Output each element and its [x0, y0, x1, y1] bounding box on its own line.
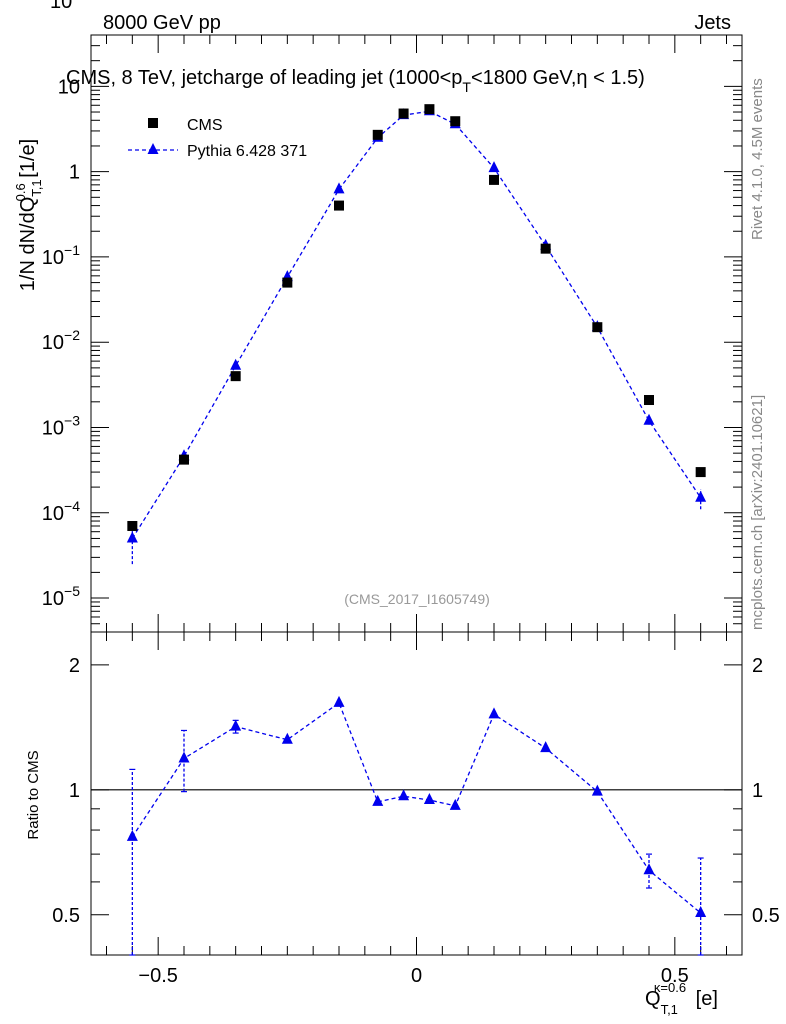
ratio-point	[178, 751, 190, 763]
legend-label-cms: CMS	[187, 117, 223, 134]
ratio-point	[372, 794, 384, 806]
cms-point	[372, 129, 383, 140]
pythia-line	[131, 110, 702, 539]
ratio-point	[488, 707, 500, 719]
ratio-point	[540, 741, 552, 753]
y-tick-label-ratio: 1	[69, 780, 80, 802]
cms-point	[592, 322, 603, 333]
x-tick-label: −0.5	[138, 965, 177, 987]
ratio-point	[423, 793, 435, 805]
y-tick-label-main: 102	[50, 0, 80, 13]
legend-marker-cms	[148, 118, 158, 128]
main-series	[126, 104, 707, 565]
cms-point	[334, 200, 344, 211]
ratio-series	[126, 695, 707, 956]
ratio-point	[333, 695, 345, 707]
x-tick-label: 0	[411, 965, 422, 987]
ratio-point	[695, 905, 707, 917]
y-axis-label-main: 1/N dN/dQT,10.6 [1/e]	[13, 139, 44, 291]
cms-point	[644, 395, 654, 406]
legend: CMS Pythia 6.428 371	[128, 117, 307, 160]
cms-point	[179, 454, 189, 465]
ratio-point	[591, 784, 603, 796]
y-tick-label-ratio-right: 1	[752, 780, 763, 802]
y-tick-label-ratio: 0.5	[52, 905, 80, 927]
pythia-point	[695, 490, 707, 502]
y-tick-label-main: 10−3	[42, 412, 80, 439]
y-tick-label-main: 10−4	[42, 498, 80, 525]
mcplots-label: mcplots.cern.ch [arXiv:2401.10621]	[749, 395, 766, 630]
legend-label-pythia: Pythia 6.428 371	[187, 143, 307, 160]
pythia-point	[333, 182, 345, 194]
ratio-point	[126, 829, 138, 841]
ratio-point	[398, 789, 410, 801]
cms-point	[127, 520, 138, 531]
cms-point	[230, 371, 241, 382]
x-tick-label: 0.5	[661, 965, 689, 987]
ratio-axes: −0.5 0 0.5 0.5 0.5 1 1 2 2	[52, 632, 780, 987]
header-left: 8000 GeV pp	[103, 12, 221, 34]
pythia-point	[126, 531, 138, 543]
x-axis-label: QT,1κ=0.6 [e]	[645, 980, 718, 1017]
ratio-point	[449, 798, 461, 810]
ratio-line	[131, 701, 702, 914]
cms-point	[540, 243, 551, 254]
y-tick-label-ratio: 2	[69, 655, 80, 677]
pythia-point	[230, 358, 242, 370]
y-tick-label-ratio-right: 2	[752, 655, 763, 677]
cms-point	[398, 108, 409, 119]
ratio-point	[230, 719, 242, 731]
y-tick-label-main: 10−2	[42, 327, 80, 354]
ratio-panel-frame	[90, 631, 743, 956]
header-right: Jets	[694, 12, 731, 34]
cms-point	[489, 174, 499, 185]
pythia-point	[488, 161, 500, 173]
y-tick-label-main: 1	[69, 162, 80, 184]
y-tick-label-main: 10−5	[42, 583, 80, 610]
y-tick-label-ratio-right: 0.5	[752, 905, 780, 927]
y-tick-label-main: 10−1	[42, 242, 80, 269]
chart-title: CMS, 8 TeV, jetcharge of leading jet (10…	[66, 67, 645, 95]
pythia-point	[643, 413, 655, 425]
y-tick-label-main: 10	[58, 76, 80, 98]
rivet-version-label: Rivet 4.1.0, 4.5M events	[749, 78, 766, 240]
cms-point	[282, 277, 293, 288]
cms-point	[424, 104, 435, 115]
ratio-point	[643, 863, 655, 875]
legend-marker-pythia	[147, 143, 159, 154]
y-axis-label-ratio: Ratio to CMS	[25, 750, 42, 839]
main-axes: 10−5 10−4 10−3 10−2 10−1 1 10 102	[42, 0, 742, 633]
ratio-point	[281, 732, 293, 744]
cms-point	[450, 116, 461, 127]
analysis-watermark: (CMS_2017_I1605749)	[344, 591, 490, 607]
cms-point	[695, 467, 706, 478]
